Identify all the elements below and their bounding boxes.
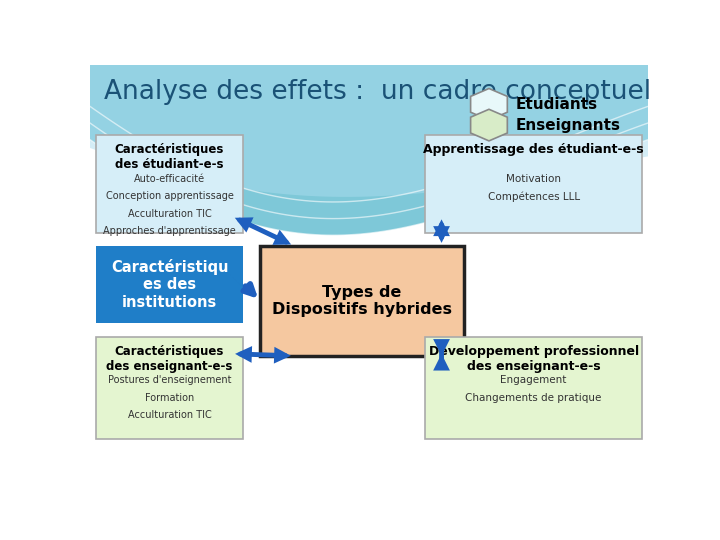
Polygon shape (90, 65, 648, 197)
Text: Caractéristiques
des enseignant-e-s: Caractéristiques des enseignant-e-s (107, 345, 233, 373)
Polygon shape (471, 109, 508, 141)
Text: Approches d'apprentissage: Approches d'apprentissage (103, 226, 236, 236)
Text: Conception apprentissage: Conception apprentissage (106, 191, 233, 201)
FancyBboxPatch shape (425, 136, 642, 233)
Text: Engagement: Engagement (500, 375, 567, 386)
FancyBboxPatch shape (96, 136, 243, 233)
Text: Compétences LLL: Compétences LLL (487, 191, 580, 202)
Text: Etudiants: Etudiants (516, 97, 598, 112)
FancyBboxPatch shape (260, 246, 464, 356)
FancyBboxPatch shape (425, 337, 642, 439)
Text: Types de
Dispositifs hybrides: Types de Dispositifs hybrides (272, 285, 452, 317)
Text: Changements de pratique: Changements de pratique (465, 393, 602, 403)
Text: Enseignants: Enseignants (516, 118, 620, 133)
Text: Analyse des effets :  un cadre conceptuel: Analyse des effets : un cadre conceptuel (104, 79, 651, 105)
Text: Auto-efficacité: Auto-efficacité (134, 174, 205, 184)
FancyBboxPatch shape (90, 140, 648, 481)
Text: Acculturation TIC: Acculturation TIC (127, 410, 212, 420)
Text: Apprentissage des étudiant-e-s: Apprentissage des étudiant-e-s (423, 143, 644, 156)
FancyBboxPatch shape (96, 337, 243, 439)
Polygon shape (471, 89, 508, 120)
Text: Développement professionnel
des enseignant-e-s: Développement professionnel des enseigna… (428, 345, 639, 373)
Polygon shape (90, 65, 648, 235)
Text: Caractéristiques
des étudiant-e-s: Caractéristiques des étudiant-e-s (114, 143, 224, 171)
FancyBboxPatch shape (96, 246, 243, 322)
Text: Motivation: Motivation (506, 174, 561, 184)
Text: Postures d'enseignement: Postures d'enseignement (108, 375, 231, 386)
Text: Formation: Formation (145, 393, 194, 403)
Text: Acculturation TIC: Acculturation TIC (127, 208, 212, 219)
Text: Caractéristiqu
es des
institutions: Caractéristiqu es des institutions (111, 259, 228, 309)
FancyBboxPatch shape (90, 65, 648, 140)
